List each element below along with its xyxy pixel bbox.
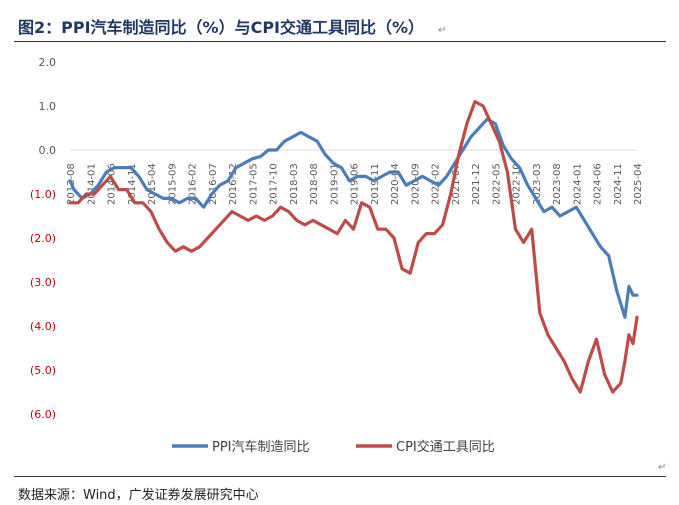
x-tick-label: 2024-01 (572, 163, 583, 205)
x-tick-label: 2025-04 (633, 163, 644, 205)
chart-title: 图2：PPI汽车制造同比（%）与CPI交通工具同比（%） ↵ (18, 14, 446, 38)
x-tick-label: 2019-06 (350, 163, 361, 205)
x-tick-label: 2016-07 (208, 163, 219, 205)
x-tick-label: 2021-07 (451, 163, 462, 205)
x-tick-label: 2014-01 (86, 163, 97, 205)
x-tick-label: 2024-11 (613, 163, 624, 205)
legend-label: PPI汽车制造同比 (212, 439, 310, 455)
x-tick-label: 2016-12 (228, 163, 239, 205)
y-tick-label: (1.0) (30, 188, 56, 201)
x-tick-label: 2015-09 (167, 163, 178, 205)
return-mark: ↵ (438, 25, 447, 36)
x-tick-label: 2018-08 (309, 163, 320, 205)
legend: PPI汽车制造同比 CPI交通工具同比 (172, 439, 495, 455)
y-tick-label: (3.0) (30, 276, 56, 289)
x-tick-label: 2015-04 (147, 163, 158, 205)
x-axis: 2013-08 2014-01 2014-06 2014-11 2015-04 2015-… (66, 163, 644, 205)
x-tick-label: 2018-03 (289, 163, 300, 205)
x-tick-label: 2020-09 (410, 163, 421, 205)
x-tick-label: 2023-03 (532, 163, 543, 205)
y-tick-label: (5.0) (30, 364, 56, 377)
y-tick-label: 1.0 (39, 100, 57, 113)
x-tick-label: 2021-12 (471, 163, 482, 205)
x-tick-label: 2017-05 (248, 163, 259, 205)
x-tick-label: 2019-11 (370, 163, 381, 205)
x-tick-label: 2017-10 (269, 163, 280, 205)
series-line-cpi (68, 100, 639, 394)
y-tick-label: (2.0) (30, 232, 56, 245)
x-tick-label: 2024-06 (593, 163, 604, 205)
series-line-ppi (68, 117, 639, 319)
x-tick-label: 2014-06 (107, 163, 118, 205)
x-tick-label: 2019-01 (329, 163, 340, 205)
y-tick-label: (6.0) (30, 408, 56, 421)
legend-label: CPI交通工具同比 (396, 439, 495, 455)
x-tick-label: 2022-05 (491, 163, 502, 205)
chart-title-text: 图2：PPI汽车制造同比（%）与CPI交通工具同比（%） (18, 18, 425, 37)
x-tick-label: 2016-02 (188, 163, 199, 205)
top-rule (14, 41, 666, 42)
y-tick-label: (4.0) (30, 320, 56, 333)
y-tick-label: 0.0 (39, 144, 57, 157)
series-lines (68, 100, 639, 394)
x-tick-label: 2023-08 (552, 163, 563, 205)
x-tick-label: 2014-11 (127, 163, 138, 205)
data-source: 数据来源：Wind，广发证券发展研究中心 (18, 488, 259, 503)
y-tick-label: 2.0 (39, 56, 57, 69)
y-axis: 2.0 1.0 0.0 (1.0) (2.0) (3.0) (4.0) (5.0) (6.0) (30, 56, 56, 421)
x-tick-label: 2022-10 (512, 163, 523, 205)
bottom-rule (14, 476, 666, 477)
corner-return-mark: ↵ (658, 462, 667, 473)
x-tick-label: 2020-04 (390, 163, 401, 205)
